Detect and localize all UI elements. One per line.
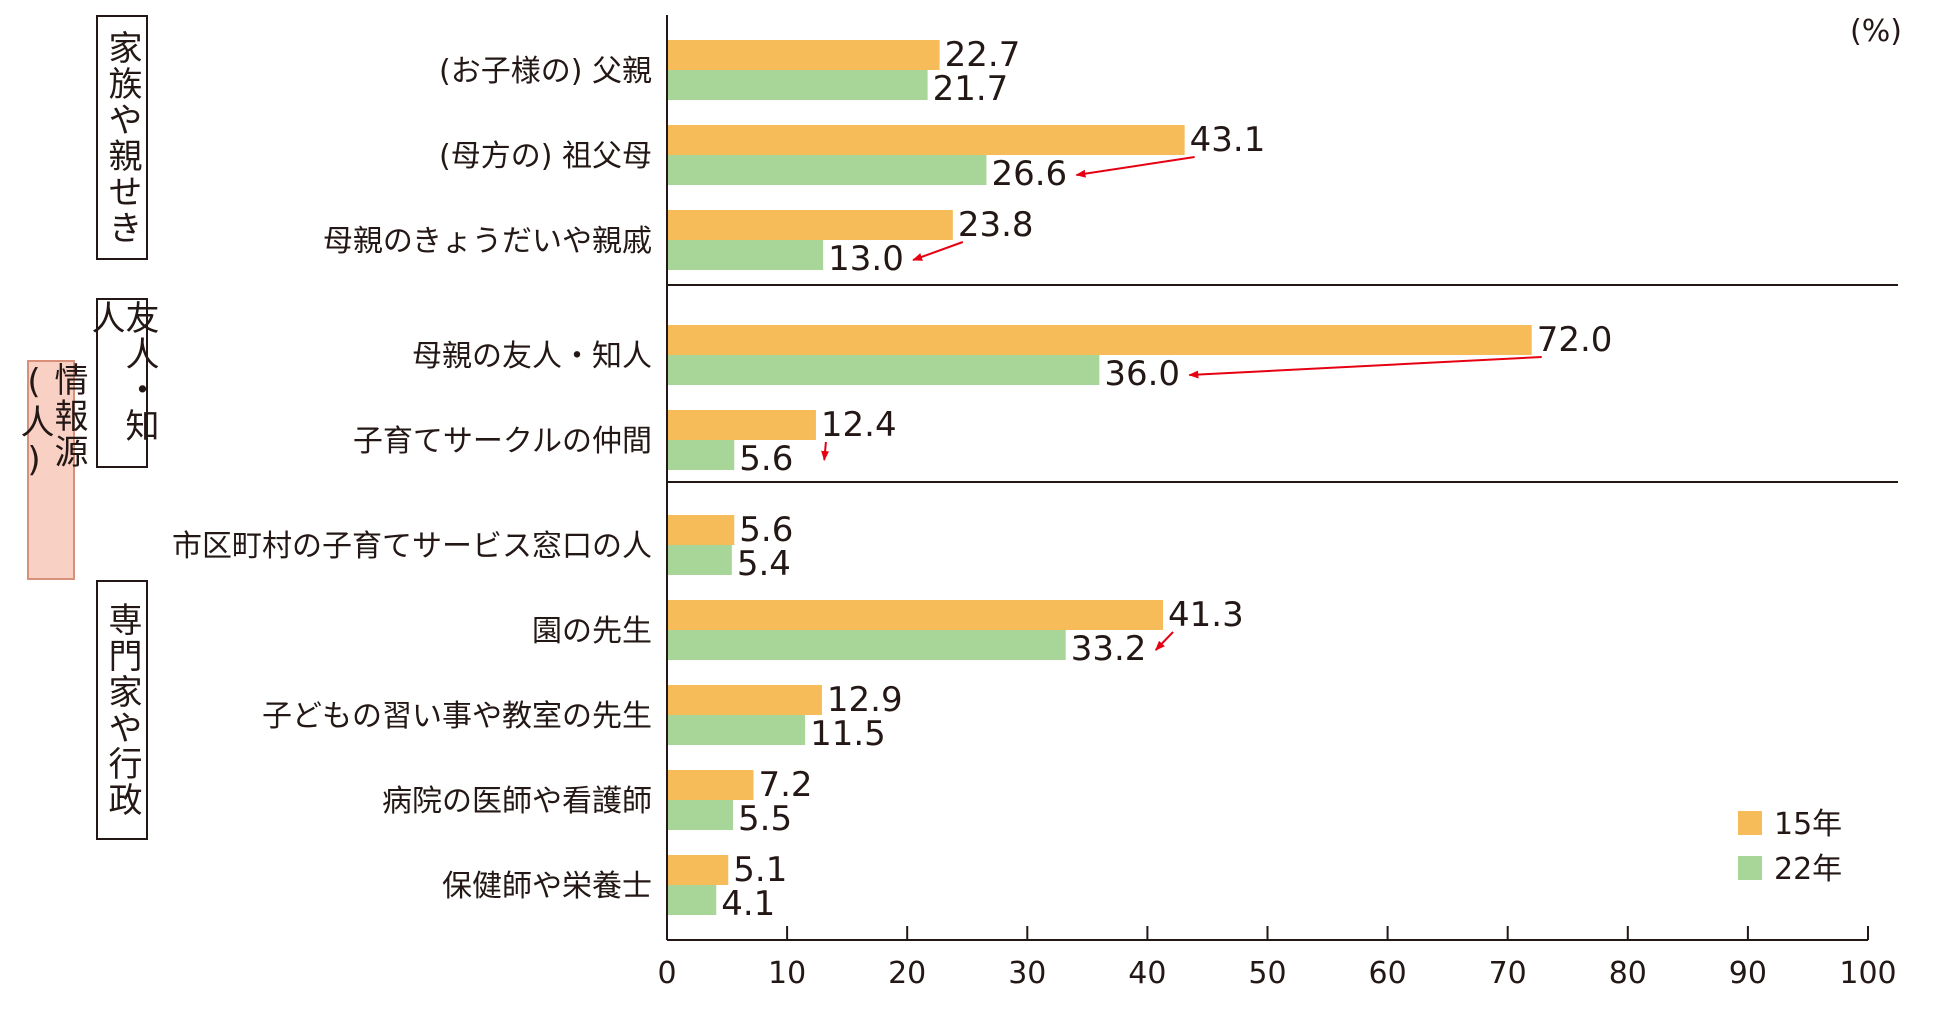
bar-2022 [667,885,717,915]
group-label-professional: 専門家や行政 [102,602,142,818]
category-label: (お子様の) 父親 [439,54,652,89]
x-tick-label: 20 [888,956,926,991]
category-label: 市区町村の子育てサービス窓口の人 [172,529,652,564]
category-label: (母方の) 祖父母 [439,139,652,174]
x-tick-label: 70 [1489,956,1527,991]
value-label-2022: 26.6 [991,154,1067,194]
bar-2015 [667,40,940,70]
value-label-2022: 11.5 [810,714,886,754]
x-tick-label: 0 [657,956,676,991]
value-label-2015: 7.2 [758,765,812,805]
value-label-2022: 13.0 [828,239,904,279]
outer-group-box: 情報源(人) [14,360,88,580]
category-label: 保健師や栄養士 [442,869,652,904]
category-label: 子どもの習い事や教室の先生 [262,699,652,734]
legend-swatch [1738,811,1762,835]
decline-arrow [1075,156,1195,178]
x-tick-label: 30 [1008,956,1046,991]
x-tick-label: 80 [1609,956,1647,991]
value-label-2022: 4.1 [721,884,775,924]
value-label-2015: 72.0 [1537,320,1613,360]
bar-2015 [667,210,953,240]
decline-arrow [1155,631,1174,651]
x-tick-label: 40 [1128,956,1166,991]
x-tick-label: 10 [768,956,806,991]
outer-group-label: 情報源(人) [14,362,88,482]
bar-2022 [667,630,1066,660]
bar-2022 [667,240,824,270]
category-label: 病院の医師や看護師 [382,784,652,819]
bar-2015 [667,515,735,545]
group-box-friends: 友人・知人 [85,298,159,468]
x-tick-label: 50 [1248,956,1286,991]
decline-arrow [1188,356,1542,379]
bar-2015 [667,600,1164,630]
value-label-2015: 5.6 [739,510,793,550]
bar-2015 [667,325,1532,355]
bar-2015 [667,410,816,440]
group-label-friends: 友人・知人 [85,300,159,444]
bar-2022 [667,800,734,830]
group-box-professional: 専門家や行政 [96,580,148,840]
value-label-2022: 36.0 [1104,354,1180,394]
bar-2015 [667,125,1185,155]
value-label-2015: 43.1 [1190,120,1266,160]
bar-2022 [667,155,987,185]
group-label-family: 家族や親せき [102,29,142,246]
value-label-2015: 12.4 [821,405,897,445]
bar-2015 [667,770,754,800]
value-label-2015: 5.1 [733,850,787,890]
bar-2015 [667,685,822,715]
category-label: 母親のきょうだいや親戚 [323,224,652,259]
unit-label: (%) [1850,14,1902,49]
bar-2022 [667,70,928,100]
category-label: 園の先生 [532,614,652,649]
value-label-2022: 5.4 [737,544,791,584]
legend-swatch [1738,856,1762,880]
bar-2015 [667,855,729,885]
value-label-2022: 5.6 [739,439,793,479]
legend-label: 22年 [1774,852,1842,887]
value-label-2022: 33.2 [1071,629,1147,669]
group-box-family: 家族や親せき [96,15,148,260]
value-label-2015: 12.9 [827,680,903,720]
value-label-2022: 5.5 [738,799,792,839]
bar-2022 [667,715,806,745]
category-label: 子育てサークルの仲間 [353,424,652,459]
bar-2022 [667,440,735,470]
bar-2022 [667,355,1100,385]
x-tick-label: 90 [1729,956,1767,991]
x-tick-label: 100 [1839,956,1896,991]
value-label-2015: 22.7 [945,35,1021,75]
value-label-2022: 21.7 [933,69,1009,109]
x-tick-label: 60 [1369,956,1407,991]
legend-label: 15年 [1774,807,1842,842]
bar-2022 [667,545,732,575]
category-label: 母親の友人・知人 [412,339,652,374]
decline-arrow [912,241,964,261]
decline-arrow [821,441,830,461]
value-label-2015: 41.3 [1168,595,1244,635]
value-label-2015: 23.8 [958,205,1034,245]
